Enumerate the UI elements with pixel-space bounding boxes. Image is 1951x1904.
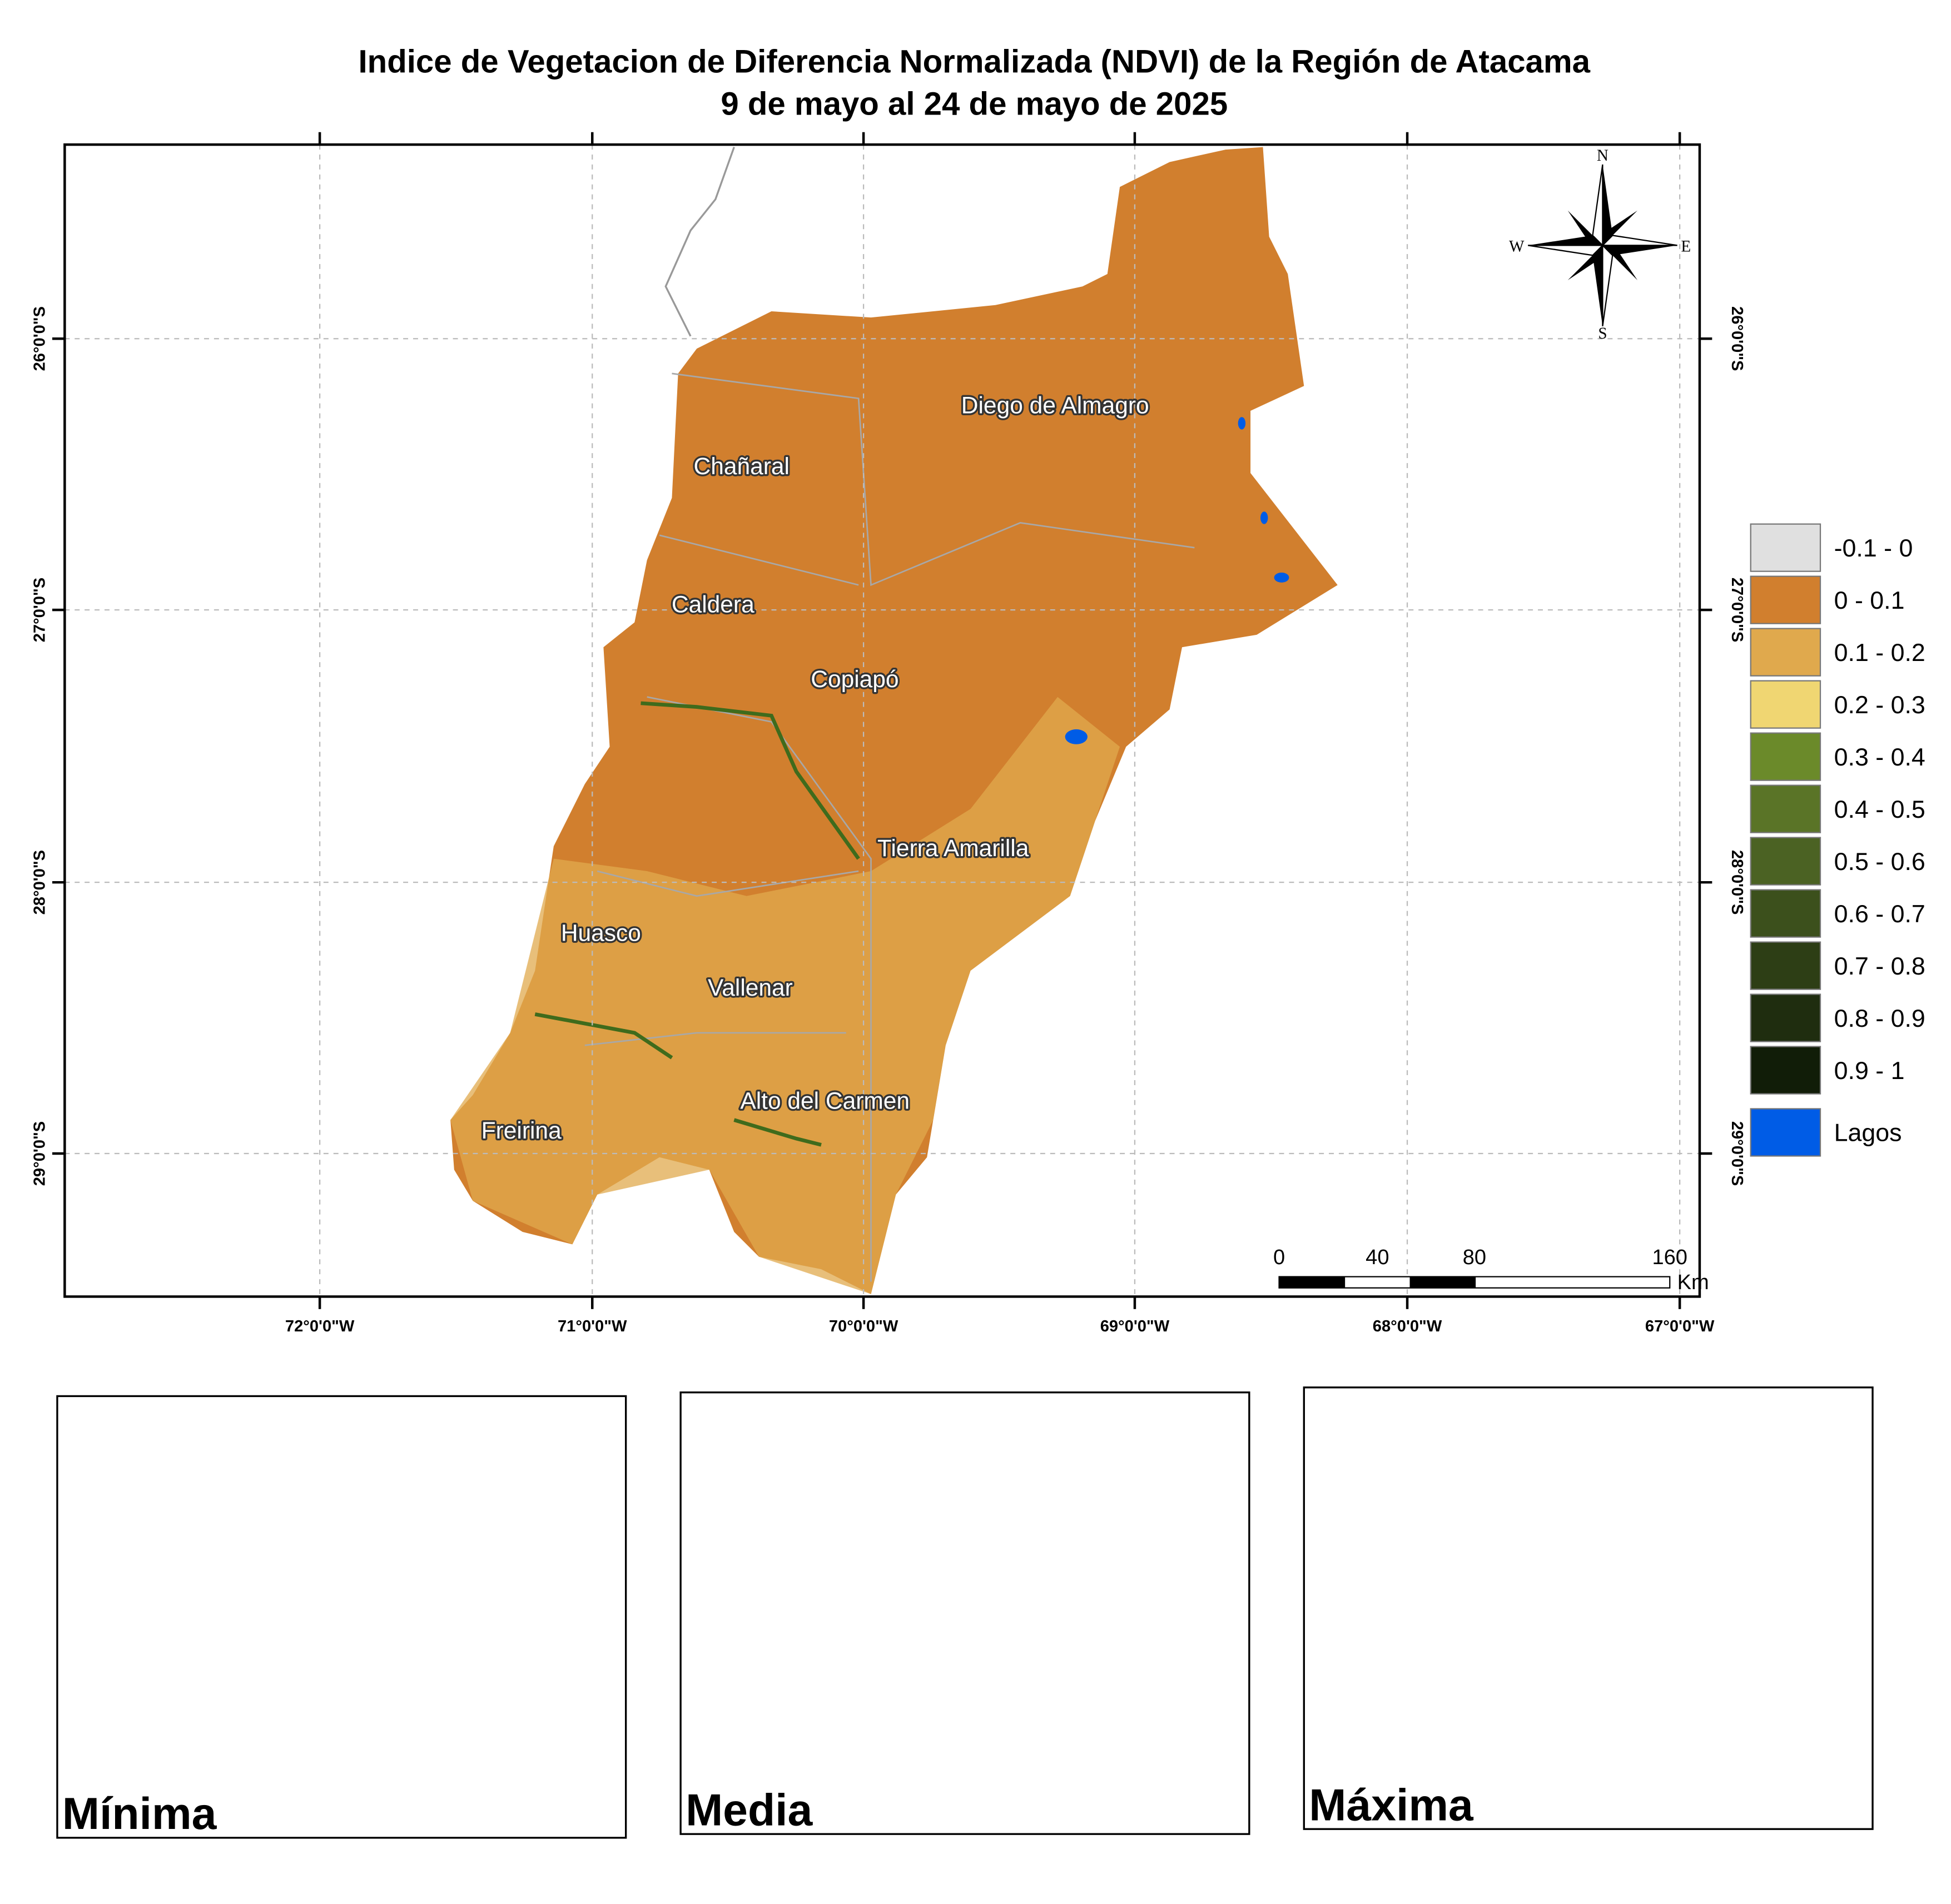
inset-frame — [679, 1391, 1250, 1835]
lat-label: 26°0'0"S — [1728, 306, 1746, 371]
scale-label: 40 — [1366, 1246, 1389, 1269]
place-label: Tierra Amarilla — [877, 836, 1029, 862]
coastline — [664, 147, 735, 337]
scale-bar: 0 40 80 160 Km — [1273, 1246, 1709, 1294]
compass-w: W — [1509, 238, 1525, 256]
inset-title: Media — [686, 1785, 813, 1835]
place-label: Huasco — [561, 920, 641, 946]
scale-label: 160 — [1652, 1246, 1687, 1269]
legend-swatch — [1750, 575, 1821, 624]
legend-swatch — [1750, 993, 1821, 1042]
lon-label: 69°0'0"W — [1100, 1318, 1170, 1335]
lake — [1274, 572, 1289, 583]
commune-boundary — [584, 372, 1195, 1282]
legend-label: -0.1 - 0 — [1834, 534, 1913, 562]
inset-frame — [1303, 1386, 1874, 1830]
legend-swatch — [1750, 732, 1821, 781]
title-line: Indice de Vegetacion de Diferencia Norma… — [359, 43, 1591, 79]
place-label: Diego de Almagro — [961, 392, 1149, 419]
compass-s: S — [1598, 325, 1607, 342]
legend-label: 0.5 - 0.6 — [1834, 848, 1925, 876]
lat-label: 29°0'0"S — [1728, 1121, 1746, 1186]
legend-label: Lagos — [1834, 1119, 1902, 1147]
lake — [1238, 417, 1246, 430]
place-label: Copiapó — [811, 667, 898, 693]
legend-label: 0 - 0.1 — [1834, 586, 1905, 614]
legend-label: 0.7 - 0.8 — [1834, 952, 1925, 980]
lat-label: 27°0'0"S — [31, 578, 49, 642]
lon-label: 67°0'0"W — [1645, 1318, 1715, 1335]
lake — [1065, 729, 1088, 744]
legend-label: 0.6 - 0.7 — [1834, 900, 1925, 928]
place-labels: Diego de Almagro Chañaral Caldera Copiapó Ti… — [479, 391, 1151, 1146]
graticule: 72°0'0"W 71°0'0"W 70°0'0"W 69°0'0"W 68°0'0"W… — [31, 132, 1746, 1335]
lon-label: 71°0'0"W — [558, 1318, 627, 1335]
lon-label: 72°0'0"W — [285, 1318, 355, 1335]
north-arrow: N E S W — [1509, 147, 1691, 342]
scale-unit: Km — [1677, 1271, 1709, 1294]
legend-swatch — [1750, 889, 1821, 938]
inset-map: Mínima — [56, 1395, 627, 1839]
legend-swatch — [1750, 837, 1821, 886]
place-label: Chañaral — [694, 454, 790, 480]
legend-label: 0.9 - 1 — [1834, 1057, 1905, 1085]
lat-label: 27°0'0"S — [1728, 578, 1746, 642]
lon-label: 70°0'0"W — [829, 1318, 898, 1335]
legend-swatch — [1750, 784, 1821, 833]
legend-label: 0.8 - 0.9 — [1834, 1005, 1925, 1032]
lon-label: 68°0'0"W — [1373, 1318, 1442, 1335]
main-map — [450, 147, 1338, 1294]
lat-label: 28°0'0"S — [31, 850, 49, 914]
scale-label: 80 — [1463, 1246, 1486, 1269]
legend-swatch — [1750, 1108, 1821, 1157]
scale-label: 0 — [1273, 1246, 1285, 1269]
inset-map: Máxima — [1303, 1386, 1874, 1831]
legend-swatch — [1750, 628, 1821, 677]
lat-label: 28°0'0"S — [1728, 850, 1746, 914]
compass-n: N — [1597, 147, 1609, 165]
legend: -0.1 - 0 0 - 0.1 0.1 - 0.2 0.2 - 0.3 0.3 - 0… — [1750, 523, 1925, 1157]
inset-title: Mínima — [62, 1789, 217, 1839]
legend-label: 0.4 - 0.5 — [1834, 796, 1925, 823]
compass-e: E — [1681, 238, 1691, 256]
legend-swatch — [1750, 523, 1821, 572]
inset-title: Máxima — [1309, 1781, 1474, 1831]
lat-label: 29°0'0"S — [31, 1121, 49, 1186]
inset-map: Media — [679, 1391, 1250, 1835]
legend-label: 0.1 - 0.2 — [1834, 639, 1925, 667]
river-valley — [534, 701, 860, 1147]
legend-label: 0.2 - 0.3 — [1834, 691, 1925, 719]
place-label: Caldera — [672, 592, 754, 618]
legend-swatch — [1750, 1046, 1821, 1095]
lat-label: 26°0'0"S — [31, 306, 49, 371]
legend-swatch — [1750, 941, 1821, 990]
inset-frame — [56, 1395, 627, 1839]
map-frame — [63, 143, 1701, 1298]
title-line: 9 de mayo al 24 de mayo de 2025 — [721, 86, 1228, 122]
place-label: Vallenar — [708, 975, 793, 1001]
legend-label: 0.3 - 0.4 — [1834, 743, 1925, 771]
place-label: Alto del Carmen — [740, 1088, 910, 1114]
place-label: Freirina — [481, 1118, 562, 1144]
legend-swatch — [1750, 680, 1821, 729]
insets: Mínima Media Máxima — [56, 1386, 1874, 1839]
lake — [1260, 511, 1268, 524]
